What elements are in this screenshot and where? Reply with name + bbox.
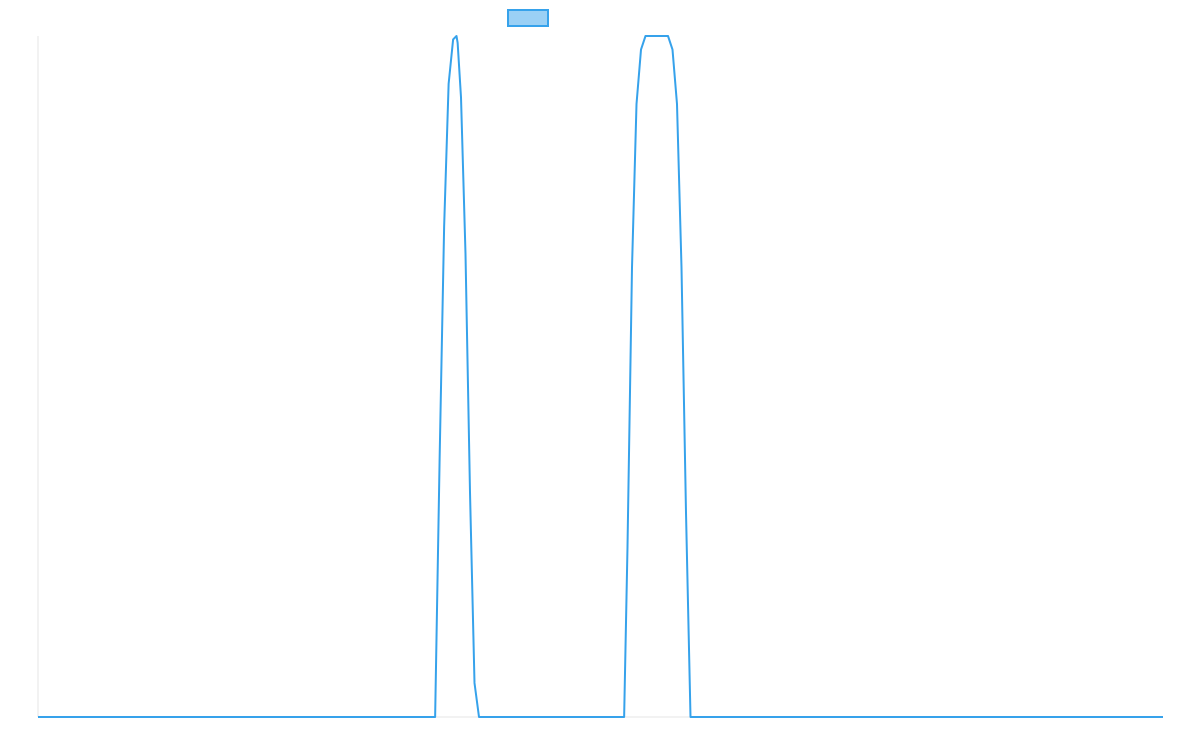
- series-group: [38, 35, 1163, 718]
- series-line: [38, 35, 1163, 718]
- legend[interactable]: [507, 9, 549, 27]
- axes: [37, 36, 1163, 718]
- legend-swatch[interactable]: [507, 9, 549, 27]
